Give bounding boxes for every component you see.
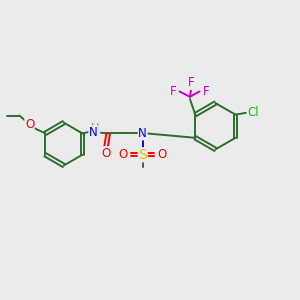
Text: N: N (138, 127, 147, 140)
Text: N: N (89, 126, 98, 139)
Text: O: O (101, 147, 110, 160)
Text: F: F (170, 85, 176, 98)
Text: Cl: Cl (248, 106, 259, 119)
Text: H: H (91, 123, 100, 133)
Text: F: F (188, 76, 195, 89)
Text: S: S (138, 148, 147, 162)
Text: O: O (118, 148, 128, 161)
Text: F: F (203, 85, 209, 98)
Text: O: O (158, 148, 167, 161)
Text: O: O (25, 118, 34, 131)
